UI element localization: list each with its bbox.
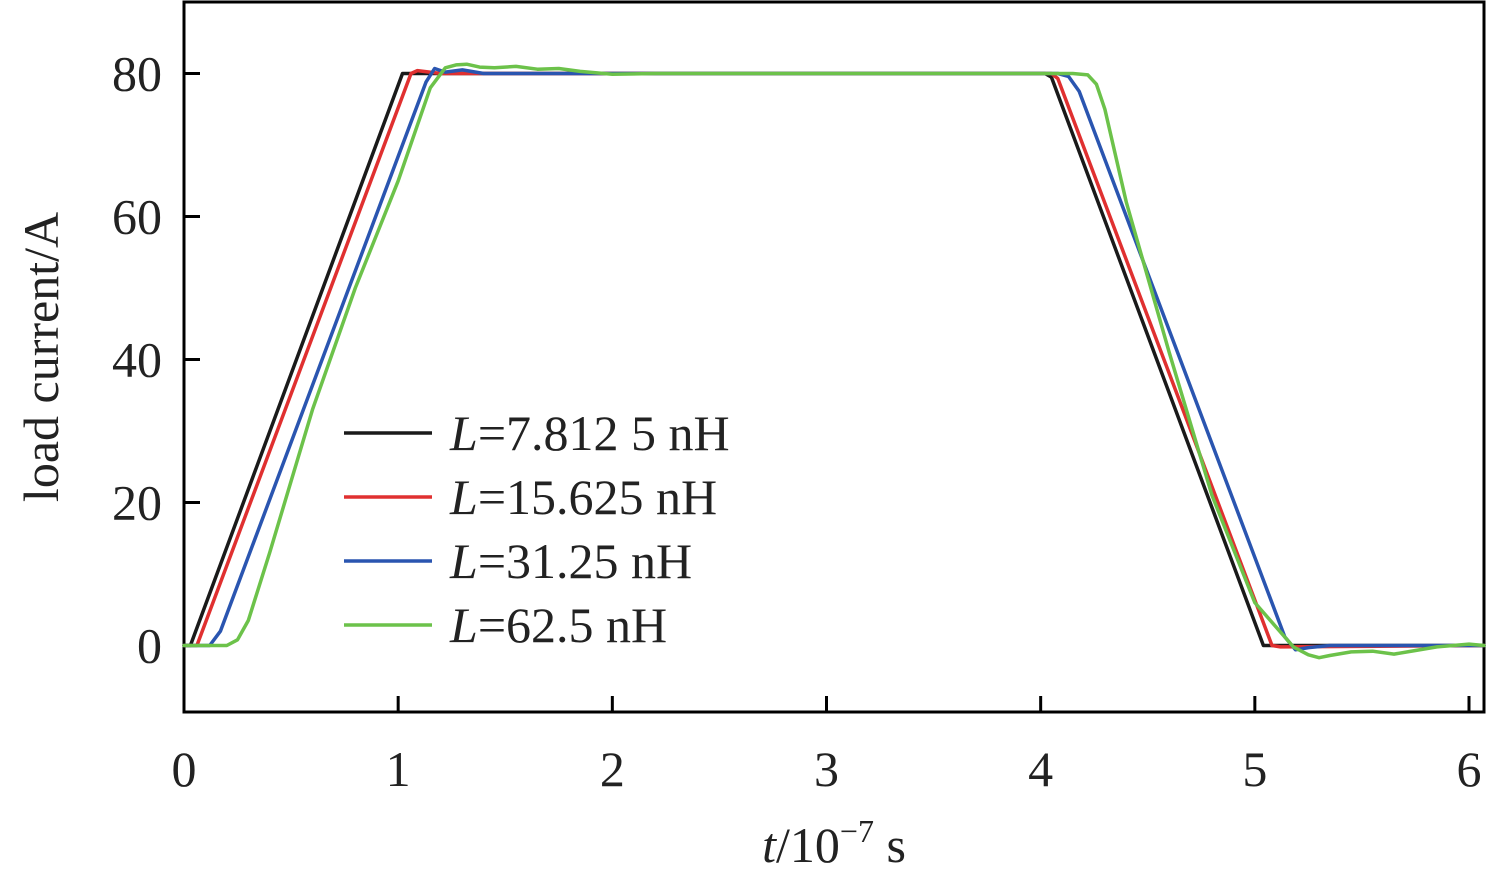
series-line [182,62,1486,660]
plot-frame [182,0,1486,714]
y-tick-label: 80 [112,46,162,102]
x-tick-label: 6 [1457,741,1482,797]
legend-label: L=7.812 5 nH [449,405,730,461]
x-axis-ticks: 0 1 2 3 4 5 6 [172,696,1482,797]
x-tick-label: 3 [814,741,839,797]
legend-label-value: =31.25 nH [478,533,692,589]
legend-label-var: L [449,469,478,525]
y-tick-label: 60 [112,189,162,245]
y-tick-label: 0 [137,618,162,674]
x-tick-label: 0 [172,741,197,797]
y-axis-ticks: 0 20 40 60 80 [112,46,200,674]
x-tick-label: 1 [386,741,411,797]
legend-label: L=15.625 nH [449,469,717,525]
legend: L=7.812 5 nHL=15.625 nHL=31.25 nHL=62.5 … [344,405,730,653]
legend-label-var: L [449,533,478,589]
x-axis-title-exponent: −7 [840,813,874,849]
y-tick-label: 40 [112,332,162,388]
legend-label-value: =7.812 5 nH [478,405,730,461]
x-axis-title-var: t [762,817,777,873]
x-tick-label: 5 [1242,741,1267,797]
legend-label-value: =15.625 nH [478,469,717,525]
x-axis-title: t/10−7 s [762,813,906,873]
legend-label-value: =62.5 nH [478,597,667,653]
x-axis-title-rest: /10 [776,817,840,873]
y-tick-label: 20 [112,475,162,531]
legend-label: L=62.5 nH [449,597,667,653]
legend-label-var: L [449,405,478,461]
x-tick-label: 2 [600,741,625,797]
legend-label: L=31.25 nH [449,533,692,589]
x-tick-label: 4 [1028,741,1053,797]
legend-label-var: L [449,597,478,653]
y-axis-title: load current/A [13,212,69,502]
x-axis-title-unit: s [874,817,906,873]
series-lines [182,62,1486,660]
